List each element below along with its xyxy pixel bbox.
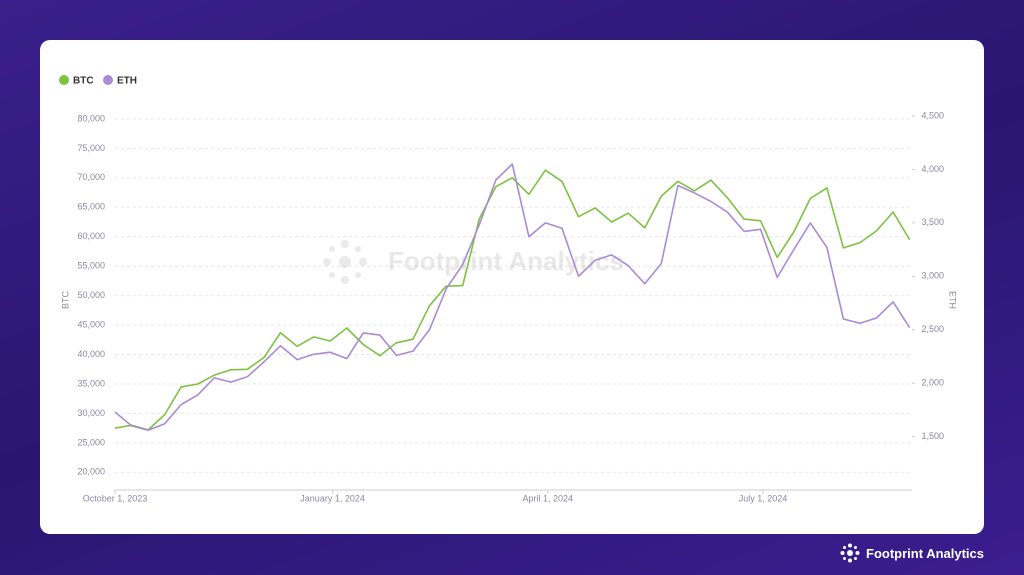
y-tick-label: 25,000 (77, 437, 105, 447)
brand: Footprint Analytics (840, 543, 984, 563)
y2-tick-label: 4,000 (921, 164, 944, 174)
y2-tick-label: 4,500 (921, 110, 944, 120)
y-tick-label: 75,000 (77, 143, 105, 153)
legend-label: BTC (73, 76, 94, 87)
series-line (114, 163, 911, 431)
y2-tick-label: 2,000 (921, 378, 944, 388)
legend-swatch (59, 75, 69, 85)
watermark: Footprint Analytics (323, 240, 624, 284)
y-tick-label: 70,000 (77, 172, 105, 182)
y2-tick-label: 1,500 (921, 431, 944, 441)
y-tick-label: 30,000 (77, 408, 105, 418)
y-axis-title: BTC (60, 290, 70, 309)
y2-tick-label: 3,500 (921, 217, 944, 227)
chart-card: BTC ETH BTC ETH 20,000 25,000 30,000 35,000… (40, 40, 984, 534)
chart: BTC ETH BTC ETH 20,000 25,000 30,000 35,000… (59, 75, 958, 503)
y-tick-label: 40,000 (77, 349, 105, 359)
y2-axis-title: ETH (948, 291, 958, 309)
x-tick-label: April 1, 2024 (523, 493, 574, 503)
y-tick-label: 50,000 (77, 290, 105, 300)
series-line (114, 169, 911, 431)
y-tick-label: 55,000 (77, 261, 105, 271)
x-tick-label: July 1, 2024 (739, 493, 788, 503)
watermark-text: Footprint Analytics (388, 246, 624, 276)
brand-text: Footprint Analytics (866, 545, 984, 561)
y2-tick-label: 3,000 (921, 271, 944, 281)
y-tick-label: 60,000 (77, 231, 105, 241)
x-tick-label: October 1, 2023 (83, 493, 148, 503)
y-tick-label: 35,000 (77, 378, 105, 388)
y-tick-label: 20,000 (77, 467, 105, 477)
legend-swatch (103, 75, 113, 85)
y-tick-label: 45,000 (77, 319, 105, 329)
y-tick-label: 80,000 (77, 113, 105, 123)
brand-logo (840, 543, 860, 563)
x-tick-label: January 1, 2024 (300, 493, 365, 503)
y2-tick-label: 2,500 (921, 324, 944, 334)
legend-label: ETH (117, 76, 137, 87)
y-tick-label: 65,000 (77, 202, 105, 212)
